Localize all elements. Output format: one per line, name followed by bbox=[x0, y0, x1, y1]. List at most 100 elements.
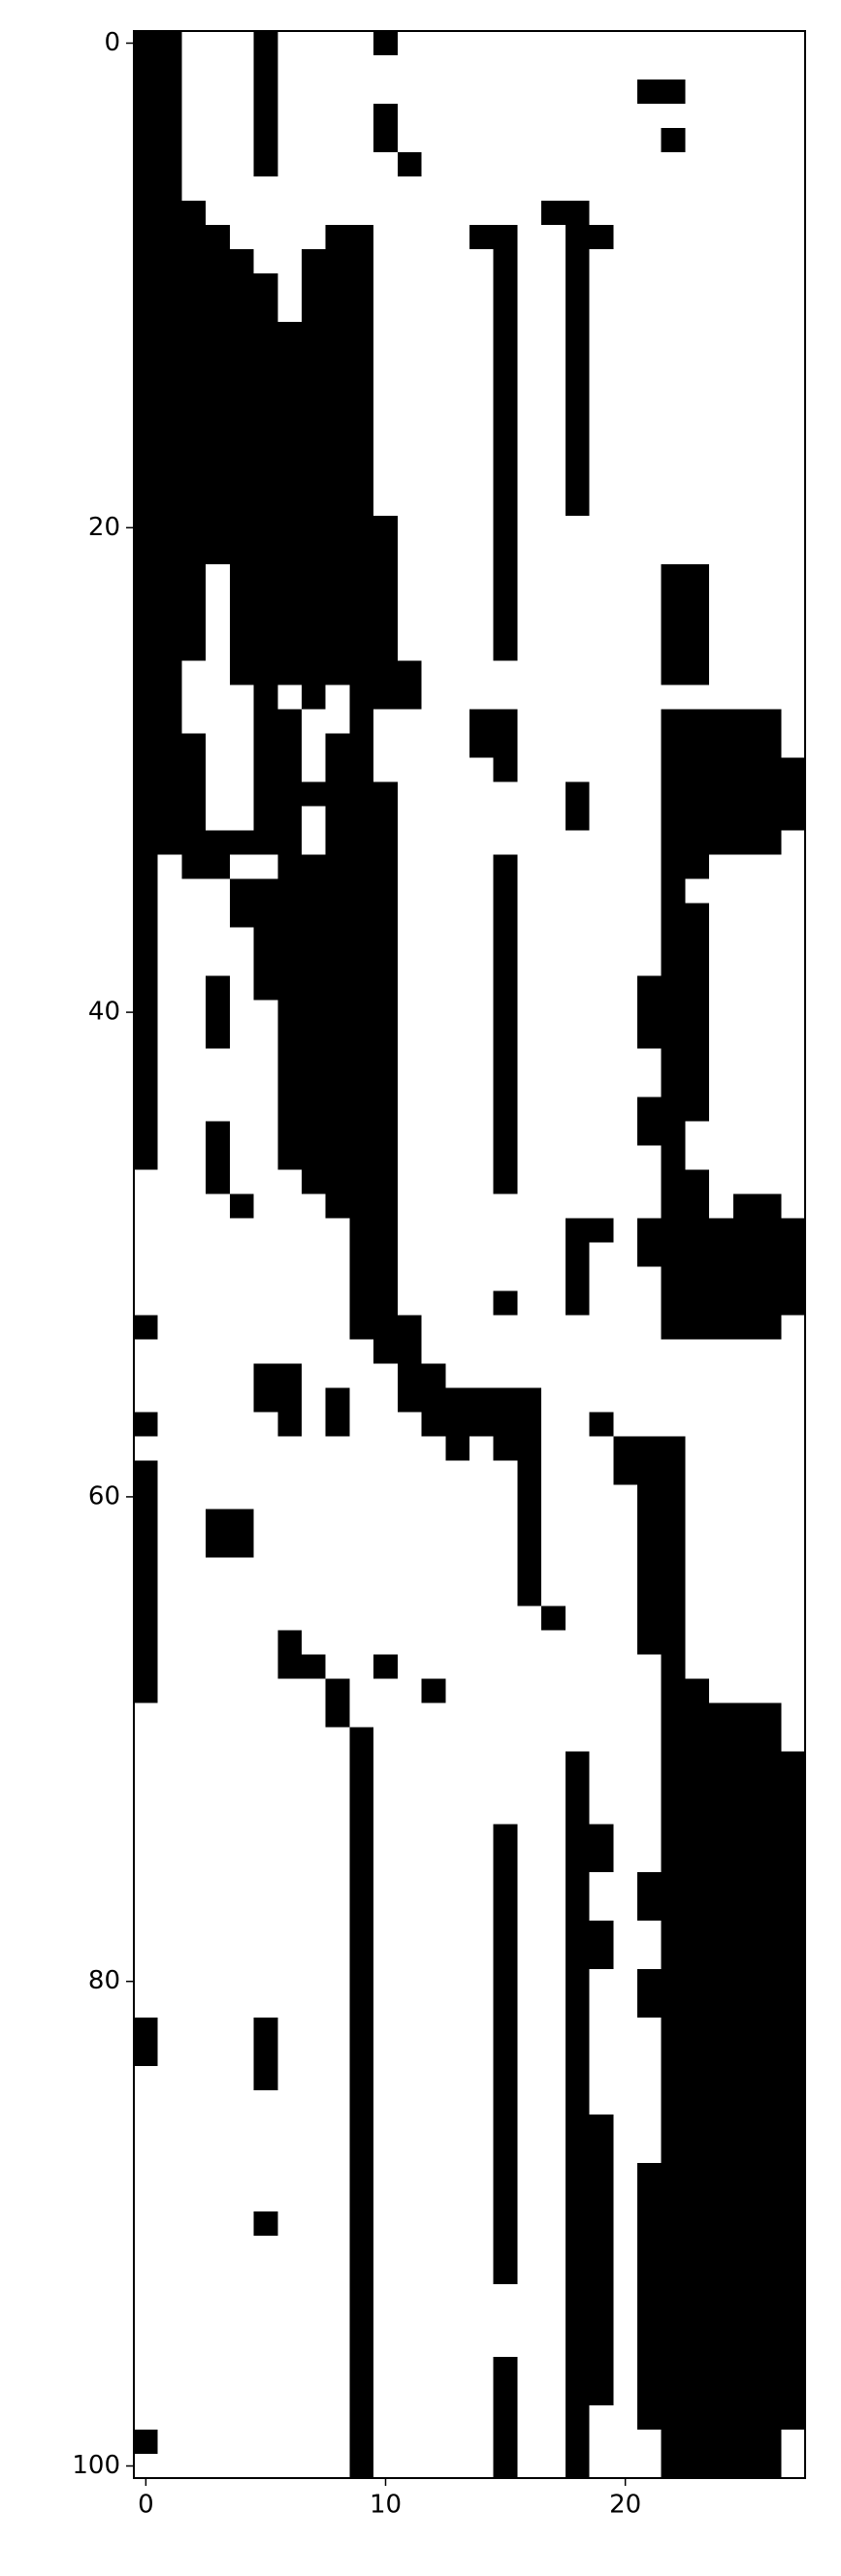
cell bbox=[253, 1824, 278, 1849]
cell bbox=[589, 1993, 614, 2019]
cell bbox=[349, 539, 374, 564]
cell bbox=[302, 1654, 326, 1679]
cell bbox=[397, 2211, 422, 2237]
cell bbox=[325, 345, 350, 370]
cell bbox=[421, 272, 446, 298]
cell bbox=[181, 2042, 207, 2067]
cell bbox=[181, 2260, 207, 2285]
cell bbox=[732, 2236, 758, 2261]
cell bbox=[493, 54, 518, 80]
cell bbox=[206, 31, 230, 55]
cell bbox=[469, 127, 494, 152]
cell bbox=[157, 418, 182, 443]
cell bbox=[781, 2308, 805, 2334]
cell bbox=[397, 1266, 422, 1291]
cell bbox=[541, 2115, 566, 2140]
cell bbox=[277, 1339, 302, 1364]
cell bbox=[206, 1460, 230, 1485]
cell bbox=[685, 2018, 710, 2043]
cell bbox=[685, 1727, 710, 1752]
cell bbox=[134, 1048, 158, 1073]
cell bbox=[565, 1242, 590, 1267]
cell bbox=[685, 272, 710, 298]
cell bbox=[325, 1484, 350, 1510]
cell bbox=[709, 2139, 733, 2164]
cell bbox=[613, 1606, 637, 1631]
cell bbox=[253, 1945, 278, 1970]
cell bbox=[469, 2454, 494, 2478]
cell bbox=[206, 2163, 230, 2188]
cell bbox=[493, 2139, 518, 2164]
cell bbox=[732, 297, 758, 322]
cell bbox=[685, 1654, 710, 1679]
cell bbox=[349, 2090, 374, 2115]
cell bbox=[445, 878, 469, 904]
x-tick-label: 20 bbox=[609, 2491, 641, 2520]
cell bbox=[685, 1242, 710, 1267]
cell bbox=[253, 1606, 278, 1631]
cell bbox=[565, 539, 590, 564]
cell bbox=[637, 612, 662, 637]
cell bbox=[541, 2381, 566, 2406]
cell bbox=[661, 79, 686, 104]
cell bbox=[709, 2333, 733, 2358]
cell bbox=[277, 563, 302, 588]
cell bbox=[302, 345, 326, 370]
cell bbox=[469, 1097, 494, 1122]
cell bbox=[253, 1533, 278, 1558]
cell bbox=[325, 491, 350, 516]
cell bbox=[157, 224, 182, 249]
cell bbox=[589, 878, 614, 904]
cell bbox=[732, 1848, 758, 1873]
cell bbox=[613, 1000, 637, 1025]
cell bbox=[302, 1387, 326, 1413]
cell bbox=[637, 491, 662, 516]
cell bbox=[181, 1363, 207, 1388]
cell bbox=[421, 2042, 446, 2067]
cell bbox=[732, 2211, 758, 2237]
cell bbox=[157, 515, 182, 540]
cell bbox=[253, 79, 278, 104]
cell bbox=[181, 2333, 207, 2358]
cell bbox=[302, 1000, 326, 1025]
cell bbox=[469, 660, 494, 685]
cell bbox=[229, 1097, 254, 1122]
cell bbox=[637, 2381, 662, 2406]
cell bbox=[709, 927, 733, 952]
cell bbox=[613, 806, 637, 831]
cell bbox=[229, 224, 254, 249]
cell bbox=[229, 127, 254, 152]
cell bbox=[229, 733, 254, 758]
cell bbox=[134, 975, 158, 1001]
cell bbox=[445, 1872, 469, 1897]
cell bbox=[493, 2357, 518, 2382]
cell bbox=[157, 1872, 182, 1897]
cell bbox=[637, 1533, 662, 1558]
cell bbox=[469, 709, 494, 734]
cell bbox=[157, 903, 182, 928]
cell bbox=[781, 757, 805, 782]
cell bbox=[277, 224, 302, 249]
cell bbox=[685, 1848, 710, 1873]
cell bbox=[637, 1824, 662, 1849]
cell bbox=[421, 781, 446, 807]
cell bbox=[493, 1702, 518, 1728]
cell bbox=[589, 660, 614, 685]
cell bbox=[421, 539, 446, 564]
cell bbox=[277, 709, 302, 734]
cell bbox=[637, 1775, 662, 1800]
cell bbox=[541, 1072, 566, 1097]
cell bbox=[541, 1363, 566, 1388]
cell bbox=[541, 1387, 566, 1413]
cell bbox=[325, 903, 350, 928]
cell bbox=[277, 2333, 302, 2358]
cell bbox=[373, 1290, 398, 1316]
cell bbox=[421, 903, 446, 928]
cell bbox=[157, 442, 182, 467]
cell bbox=[613, 2405, 637, 2431]
cell bbox=[181, 1606, 207, 1631]
cell bbox=[613, 127, 637, 152]
cell bbox=[445, 1606, 469, 1631]
cell bbox=[229, 2211, 254, 2237]
cell bbox=[325, 1339, 350, 1364]
